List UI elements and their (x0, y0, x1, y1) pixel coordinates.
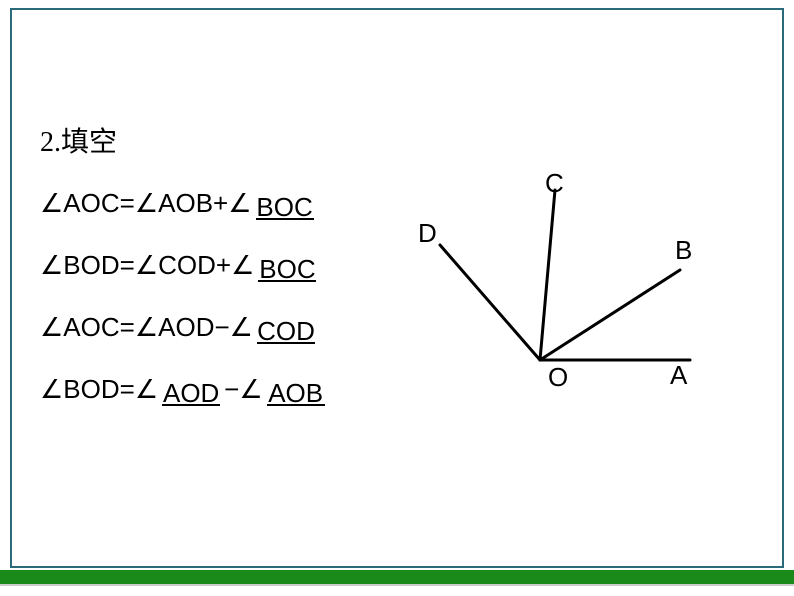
label-A: A (670, 360, 687, 391)
eq1-lhs: ∠AOC=∠AOB+∠ (40, 188, 252, 219)
eq4-mid: −∠ (224, 374, 263, 405)
eq1-blank: BOC (256, 190, 314, 220)
rays-group (440, 190, 690, 360)
label-O: O (548, 362, 568, 393)
angle-diagram: ABCDO (400, 180, 750, 400)
bottom-strip (0, 570, 794, 586)
diagram-svg (400, 180, 750, 400)
eq2-blank: BOC (258, 252, 316, 282)
eq4-fill1: AOD (163, 380, 219, 406)
label-D: D (418, 218, 437, 249)
eq4-fill2: AOB (268, 380, 323, 406)
ray-OD (440, 245, 540, 360)
eq2-fill: BOC (259, 256, 315, 282)
label-C: C (545, 168, 564, 199)
eq2-lhs: ∠BOD=∠COD+∠ (40, 250, 254, 281)
heading: 2.填空 (40, 120, 760, 160)
eq4-blank2: AOB (267, 376, 325, 406)
eq3-fill: COD (257, 318, 315, 344)
ray-OC (540, 190, 555, 360)
eq4-lhs: ∠BOD=∠ (40, 374, 158, 405)
slide-container: 2.填空 ∠AOC=∠AOB+∠ BOC ∠BOD=∠COD+∠ BOC ∠AO… (0, 0, 794, 596)
label-B: B (675, 235, 692, 266)
eq3-blank: COD (257, 314, 315, 344)
ray-OB (540, 270, 680, 360)
eq3-lhs: ∠AOC=∠AOD−∠ (40, 312, 253, 343)
eq4-blank1: AOD (162, 376, 220, 406)
eq1-fill: BOC (256, 194, 312, 220)
